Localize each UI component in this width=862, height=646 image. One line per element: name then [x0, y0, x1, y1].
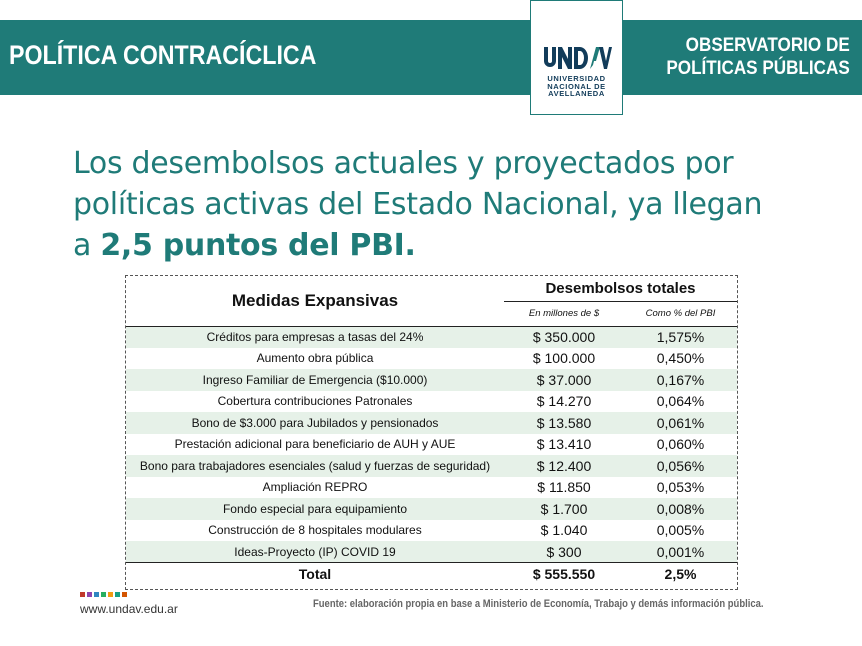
table-row: Aumento obra pública $ 100.000 0,450%	[126, 348, 737, 370]
headline-line-3: a 2,5 puntos del PBI.	[73, 225, 833, 266]
header-pbi: Como % del PBI	[624, 301, 737, 327]
row-millones: $ 13.410	[536, 436, 592, 453]
organization-line-1: OBSERVATORIO DE	[685, 35, 850, 56]
row-pbi: 0,064%	[656, 393, 705, 410]
row-millones: $ 1.700	[504, 498, 624, 520]
table-row: Ampliación REPRO $ 11.850 0,053%	[126, 477, 737, 499]
logo-text-line-2: NACIONAL DE	[547, 81, 606, 91]
row-millones: $ 12.400	[504, 455, 624, 477]
table-row: Fondo especial para equipamiento $ 1.700 0…	[126, 498, 737, 520]
row-pbi: 0,450%	[656, 350, 705, 367]
headline-line-2: políticas activas del Estado Nacional, y…	[73, 187, 763, 222]
header-bar	[0, 20, 862, 95]
row-millones: $ 1.040	[540, 522, 588, 539]
color-dot	[122, 592, 127, 597]
row-medida: Créditos para empresas a tasas del 24%	[126, 326, 504, 348]
website-link[interactable]: www.undav.edu.ar	[80, 602, 178, 616]
color-dot	[115, 592, 120, 597]
row-medida: Cobertura contribuciones Patronales	[217, 394, 413, 409]
row-pbi: 0,056%	[624, 455, 737, 477]
headline-line-1: Los desembolsos actuales y proyectados p…	[73, 146, 734, 181]
organization-line-2: POLÍTICAS PÚBLICAS	[666, 58, 850, 79]
table-row: Construcción de 8 hospitales modulares $ …	[126, 520, 737, 542]
table-row: Prestación adicional para beneficiario d…	[126, 434, 737, 456]
measures-table: Medidas Expansivas Desembolsos totales E…	[126, 276, 737, 585]
logo-text: UNIVERSIDAD NACIONAL DE AVELLANEDA	[531, 75, 622, 98]
row-pbi: 0,008%	[624, 498, 737, 520]
table-row: Bono para trabajadores esenciales (salud…	[126, 455, 737, 477]
row-medida: Bono de $3.000 para Jubilados y pensiona…	[126, 412, 504, 434]
page-title: POLÍTICA CONTRACÍCLICA	[9, 40, 317, 70]
color-dot	[108, 592, 113, 597]
row-millones: $ 14.270	[536, 393, 592, 410]
row-pbi: 1,575%	[624, 326, 737, 348]
color-dot	[101, 592, 106, 597]
header-desembolsos: Desembolsos totales	[504, 276, 737, 302]
total-millones: $ 555.550	[504, 562, 624, 585]
row-medida: Prestación adicional para beneficiario d…	[174, 437, 456, 452]
row-pbi: 0,167%	[624, 369, 737, 391]
table-row: Créditos para empresas a tasas del 24% $ …	[126, 326, 737, 348]
logo-text-line-3: AVELLANEDA	[548, 89, 605, 98]
row-millones: $ 37.000	[504, 369, 624, 391]
row-medida: Construcción de 8 hospitales modulares	[208, 523, 422, 538]
row-pbi: 0,060%	[656, 436, 705, 453]
organization-name: OBSERVATORIO DE POLÍTICAS PÚBLICAS	[667, 34, 850, 80]
row-medida: Fondo especial para equipamiento	[126, 498, 504, 520]
total-row: Total $ 555.550 2,5%	[126, 562, 737, 585]
total-pbi: 2,5%	[624, 562, 737, 585]
table-row: Cobertura contribuciones Patronales $ 14.…	[126, 391, 737, 413]
row-pbi: 0,005%	[656, 522, 705, 539]
undav-logo: UNIVERSIDAD NACIONAL DE AVELLANEDA	[530, 0, 623, 115]
row-pbi: 0,001%	[624, 541, 737, 563]
headline-line-3-prefix: a	[73, 228, 101, 263]
row-medida: Bono para trabajadores esenciales (salud…	[126, 455, 504, 477]
total-label: Total	[126, 562, 504, 585]
source-note: Fuente: elaboración propia en base a Min…	[313, 598, 764, 610]
row-millones: $ 100.000	[532, 350, 596, 367]
color-dots-decoration	[80, 592, 127, 597]
undav-logo-icon	[544, 47, 612, 69]
measures-table-container: Medidas Expansivas Desembolsos totales E…	[125, 275, 738, 590]
row-medida: Ingreso Familiar de Emergencia ($10.000)	[126, 369, 504, 391]
row-pbi: 0,061%	[624, 412, 737, 434]
row-medida: Aumento obra pública	[256, 351, 374, 366]
color-dot	[87, 592, 92, 597]
table-row: Bono de $3.000 para Jubilados y pensiona…	[126, 412, 737, 434]
color-dot	[94, 592, 99, 597]
table-row: Ingreso Familiar de Emergencia ($10.000)…	[126, 369, 737, 391]
row-millones: $ 11.850	[537, 479, 591, 496]
row-millones: $ 13.580	[504, 412, 624, 434]
logo-text-line-1: UNIVERSIDAD	[547, 74, 606, 83]
header-medidas: Medidas Expansivas	[126, 276, 504, 327]
row-pbi: 0,053%	[656, 479, 705, 496]
row-medida: Ampliación REPRO	[262, 480, 368, 495]
color-dot	[80, 592, 85, 597]
row-medida: Ideas-Proyecto (IP) COVID 19	[126, 541, 504, 563]
headline-highlight: 2,5 puntos del PBI.	[100, 228, 416, 263]
row-millones: $ 350.000	[504, 326, 624, 348]
row-millones: $ 300	[504, 541, 624, 563]
header-millones: En millones de $	[504, 301, 624, 327]
table-row: Ideas-Proyecto (IP) COVID 19 $ 300 0,001%	[126, 541, 737, 563]
headline: Los desembolsos actuales y proyectados p…	[73, 143, 833, 266]
